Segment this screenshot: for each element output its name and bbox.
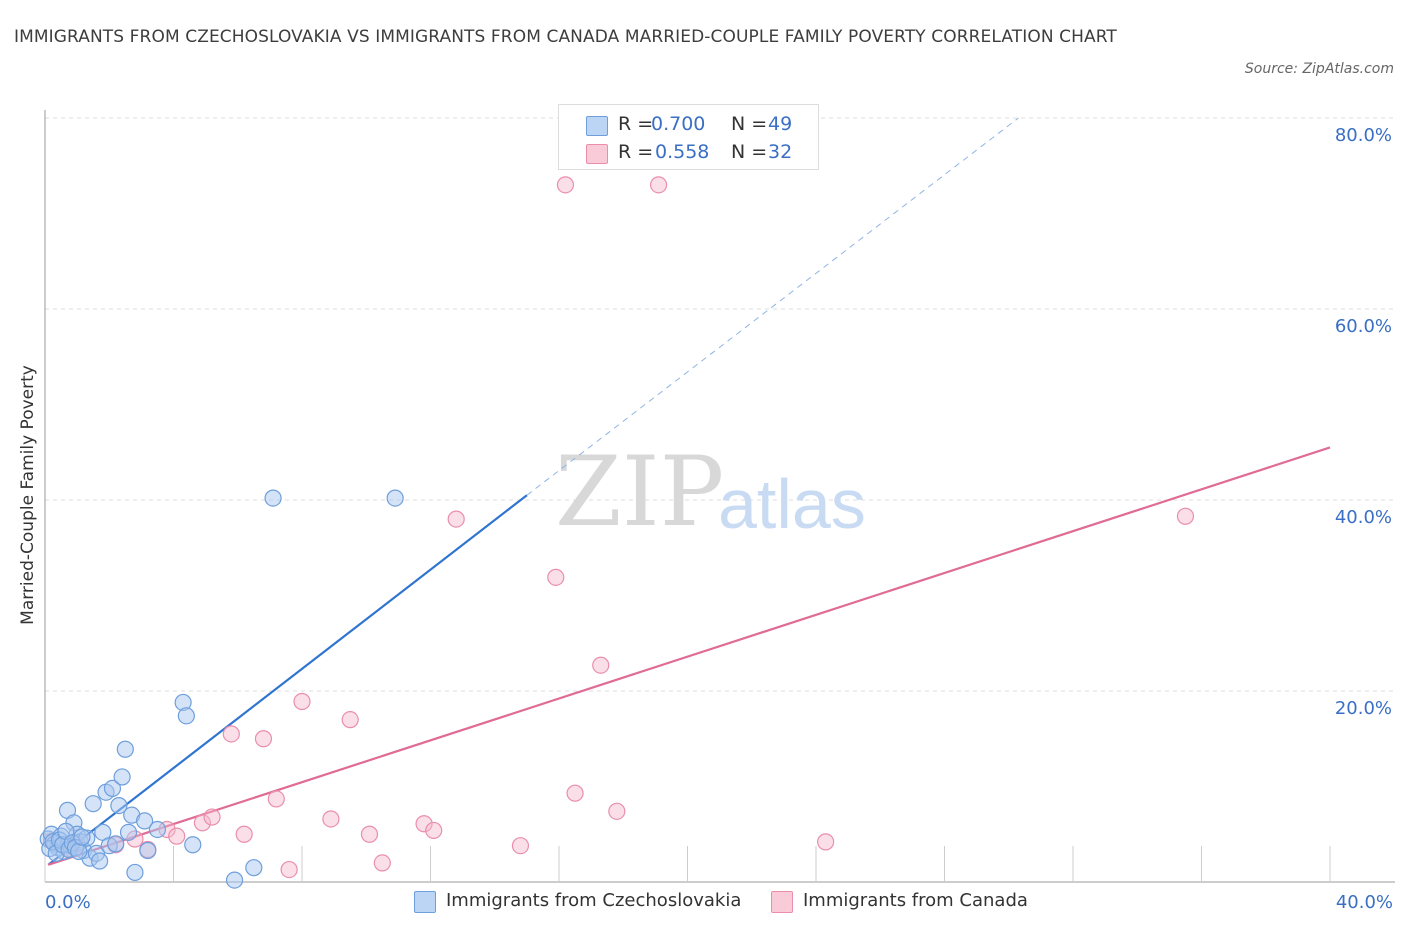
data-point-canada	[222, 725, 240, 743]
data-point-czechoslovakia	[107, 835, 125, 853]
legend-swatch-blue	[586, 116, 608, 136]
data-point-czechoslovakia	[225, 871, 244, 889]
legend-r-value: 0.558	[655, 141, 710, 163]
y-tick-label: 40.0%	[1335, 507, 1392, 528]
legend-swatch-pink	[586, 144, 608, 164]
data-point-canada	[322, 810, 340, 828]
data-point-canada	[608, 802, 626, 820]
data-point-canada	[566, 784, 584, 802]
watermark-atlas: atlas	[718, 465, 866, 543]
x-tick-label-min: 0.0%	[45, 892, 91, 913]
y-axis-label: Married-Couple Family Poverty	[18, 365, 38, 625]
data-point-canada	[415, 815, 433, 833]
data-point-canada	[193, 814, 212, 832]
chart-title: IMMIGRANTS FROM CZECHOSLOVAKIA VS IMMIGR…	[14, 27, 1117, 47]
data-point-canada	[341, 711, 359, 729]
legend-n-label: N =	[731, 113, 768, 135]
source-label: Source: ZipAtlas.com	[1244, 61, 1394, 77]
legend-n-value: 49	[768, 113, 793, 135]
y-tick-label: 80.0%	[1335, 125, 1392, 146]
watermark-zip: ZIP	[555, 436, 724, 548]
correlation-legend: R = 0.700 N = 49 R = 0.558 N = 32	[558, 104, 819, 170]
bottom-legend-label: Immigrants from Canada	[803, 890, 1028, 911]
data-point-canada	[511, 837, 530, 855]
tick-labels: 20.0% 40.0% 60.0% 80.0% 0.0% 40.0%	[45, 125, 1393, 913]
legend-r-label: R =	[618, 141, 654, 163]
data-point-canada	[373, 854, 391, 872]
data-point-czechoslovakia	[110, 796, 128, 815]
data-point-czechoslovakia	[126, 863, 144, 882]
data-point-czechoslovakia	[139, 841, 157, 860]
data-point-czechoslovakia	[245, 859, 263, 877]
data-point-canada	[360, 825, 379, 843]
data-point-canada	[267, 790, 285, 808]
trend-line-canada	[47, 446, 1331, 866]
data-point-czechoslovakia	[264, 489, 282, 507]
legend-n-value: 32	[768, 141, 793, 163]
axes	[44, 110, 1395, 883]
y-tick-label: 60.0%	[1335, 316, 1392, 337]
data-point-czechoslovakia	[135, 812, 154, 830]
data-point-canada	[1176, 507, 1195, 525]
data-point-czechoslovakia	[116, 740, 134, 758]
data-point-canada	[556, 176, 575, 194]
bottom-legend-swatch-pink	[771, 891, 793, 913]
legend-n-label: N =	[731, 141, 768, 163]
data-point-czechoslovakia	[119, 823, 138, 841]
data-point-czechoslovakia	[386, 489, 404, 507]
trend-lines	[47, 117, 1331, 866]
data-point-canada	[168, 827, 186, 845]
data-point-canada	[280, 860, 298, 879]
data-point-canada	[447, 510, 465, 528]
y-tick-label: 20.0%	[1335, 698, 1392, 719]
bottom-legend-swatch-blue	[414, 891, 436, 913]
trend-line-czechoslovakia	[47, 494, 528, 866]
data-point-czechoslovakia	[84, 795, 102, 813]
data-point-canada	[425, 821, 443, 840]
data-point-canada	[203, 808, 221, 826]
x-tick-label-max: 40.0%	[1336, 892, 1393, 913]
data-point-canada	[547, 568, 565, 586]
data-point-canada	[293, 692, 311, 711]
data-point-canada	[254, 730, 273, 748]
data-point-czechoslovakia	[103, 779, 122, 798]
data-point-czechoslovakia	[73, 828, 91, 846]
legend-r-value: 0.700	[651, 113, 706, 135]
data-point-czechoslovakia	[113, 768, 131, 786]
grid-lines	[45, 117, 1395, 692]
data-point-canada	[592, 656, 610, 674]
data-points	[39, 176, 1195, 889]
trend-line-czechoslovakia-extension	[526, 117, 1019, 496]
data-point-czechoslovakia	[91, 852, 109, 870]
data-point-czechoslovakia	[184, 836, 202, 854]
legend-row-czechoslovakia: R = 0.700 N = 49	[559, 111, 818, 139]
data-point-czechoslovakia	[177, 707, 195, 725]
data-point-canada	[817, 833, 835, 851]
data-point-czechoslovakia	[148, 820, 167, 839]
data-point-canada	[649, 176, 668, 194]
legend-row-canada: R = 0.558 N = 32	[559, 139, 818, 167]
bottom-legend-label: Immigrants from Czechoslovakia	[446, 890, 742, 911]
legend-r-label: R =	[618, 113, 654, 135]
data-point-czechoslovakia	[70, 842, 88, 861]
data-point-canada	[235, 825, 253, 843]
